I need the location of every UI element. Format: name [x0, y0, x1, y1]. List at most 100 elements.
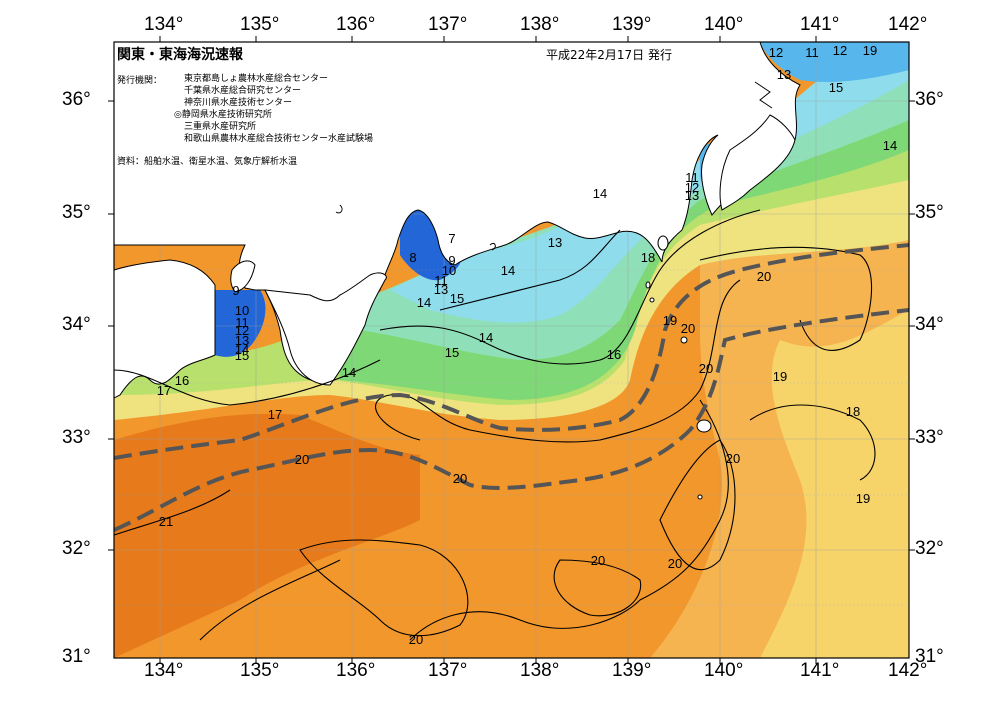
contour-label: 7: [448, 231, 455, 246]
lon-label-bottom: 140°: [704, 660, 744, 681]
issuer-item: ◎静岡県水産技術研究所: [174, 110, 272, 120]
land-awaji: [230, 260, 256, 293]
lon-label-top: 140°: [704, 14, 744, 35]
issuer-list: 東京都島しょ農林水産総合センター 千葉県水産総合研究センター 神奈川県水産技術セ…: [174, 73, 374, 145]
lat-label-left: 32°: [62, 538, 91, 559]
lon-label-bottom: 137°: [428, 660, 468, 681]
lat-label-right: 32°: [915, 538, 944, 559]
contour-label: 17: [157, 383, 171, 398]
contour-label: 14: [501, 263, 515, 278]
contour-label: 15: [235, 348, 249, 363]
contour-label: 21: [159, 514, 173, 529]
contour-label: 20: [699, 361, 713, 376]
contour-label: 11: [434, 273, 448, 288]
contour-label: 14: [235, 342, 249, 357]
lat-label-right: 34°: [915, 314, 944, 335]
contour-label: 14: [479, 330, 493, 345]
contour-label: 10: [235, 303, 249, 318]
contour-label: 14: [417, 295, 431, 310]
contour-label: 13: [548, 235, 562, 250]
ocean-yellow-east-2: [760, 310, 909, 658]
contour-label: 19: [863, 43, 877, 58]
contour-label: 20: [591, 553, 605, 568]
lon-label-top: 135°: [240, 14, 280, 35]
map-title: 関東・東海海況速報: [117, 47, 243, 63]
contour-label: 16: [175, 373, 189, 388]
lon-label-bottom: 134°: [144, 660, 184, 681]
contour-label: 19: [663, 313, 677, 328]
contour-label: 18: [846, 404, 860, 419]
contour-label: 15: [445, 345, 459, 360]
lat-label-right: 35°: [915, 202, 944, 223]
contour-label-group: 12 11 12 19 13 15 14 14 11 12 13 13 14 1…: [157, 43, 897, 647]
izu-islands: [645, 235, 712, 500]
issuer-item: 和歌山県農林水産総合技術センター水産試験場: [184, 134, 374, 144]
contour-label: 9: [232, 283, 239, 298]
lon-label-top: 136°: [336, 14, 376, 35]
land-shikoku: [114, 259, 216, 399]
contour-label: 18: [641, 250, 655, 265]
contour-label: 19: [856, 491, 870, 506]
contour-label: 12: [833, 43, 847, 58]
lon-label-top: 134°: [144, 14, 184, 35]
lon-label-bottom: 135°: [240, 660, 280, 681]
contour-label: 14: [883, 138, 897, 153]
lon-label-bottom: 142°: [888, 660, 928, 681]
lon-label-top: 142°: [888, 14, 928, 35]
issuer-item: 神奈川県水産技術センター: [184, 98, 293, 108]
contour-label: 17: [268, 407, 282, 422]
contour-label: 12: [769, 45, 783, 60]
issuer-label: 発行機関：: [117, 76, 163, 86]
contour-label: 20: [681, 321, 695, 336]
contour-label: 19: [773, 369, 787, 384]
contour-label: 20: [668, 556, 682, 571]
issuer-item: 千葉県水産総合研究センター: [184, 86, 302, 96]
contour-label: 13: [434, 282, 448, 297]
issue-date: 平成22年2月17日 発行: [546, 48, 672, 62]
lon-label-top: 138°: [520, 14, 560, 35]
contour-label: 13: [777, 67, 791, 82]
osaka-bay: [211, 290, 266, 357]
contour-label: 12: [685, 180, 699, 195]
map-frame: [113, 41, 910, 659]
ocean-sky-northeast: [760, 42, 909, 82]
lon-label-bottom: 139°: [612, 660, 652, 681]
contour-label: 12: [235, 323, 249, 338]
contour-label: 20: [757, 269, 771, 284]
contour-label: 16: [607, 347, 621, 362]
issuer-item: 三重県水産研究所: [184, 122, 257, 132]
data-source: 資料：船舶水温、衛星水温、気象庁解析水温: [117, 157, 298, 167]
ocean-deep-warm: [114, 413, 420, 658]
contour-label: 20: [295, 452, 309, 467]
contour-label: 15: [829, 80, 843, 95]
contour-label: 15: [450, 291, 464, 306]
lat-label-right: 36°: [915, 89, 944, 110]
lon-label-top: 139°: [612, 14, 652, 35]
lon-label-top: 137°: [428, 14, 468, 35]
lat-label-left: 33°: [62, 427, 91, 448]
land-boso: [719, 114, 796, 211]
sado-island: [335, 81, 773, 251]
issuer-item: 東京都島しょ農林水産総合センター: [184, 74, 329, 84]
frame-ticks: [108, 36, 915, 664]
lon-label-bottom: 136°: [336, 660, 376, 681]
contour-label: 20: [726, 451, 740, 466]
lat-label-left: 36°: [62, 89, 91, 110]
lat-label-right: 33°: [915, 427, 944, 448]
lon-label-bottom: 141°: [800, 660, 840, 681]
contour-label: 14: [342, 365, 356, 380]
contour-label: 11: [685, 170, 699, 185]
lat-label-right: 31°: [915, 646, 944, 667]
contour-label: 14: [593, 186, 607, 201]
contour-label: 11: [235, 315, 249, 330]
contour-label: 10: [442, 263, 456, 278]
lon-label-bottom: 138°: [520, 660, 560, 681]
contour-label: 11: [805, 45, 819, 60]
kuroshio-axis: [114, 243, 909, 532]
land-kii: [264, 272, 387, 386]
lat-label-left: 31°: [62, 646, 91, 667]
contour-label: 20: [409, 632, 423, 647]
contour-label: 8: [409, 250, 416, 265]
isotherms: [114, 209, 876, 641]
